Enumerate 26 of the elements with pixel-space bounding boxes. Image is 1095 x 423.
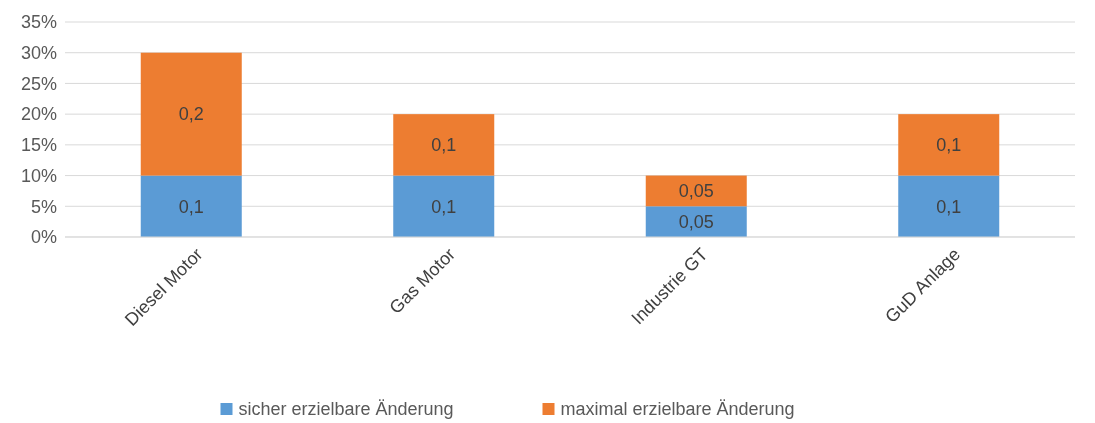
bar — [645, 175, 747, 207]
legend-label: sicher erzielbare Änderung — [238, 399, 454, 420]
data-label: 0,1 — [178, 196, 204, 217]
bar — [140, 175, 242, 237]
y-tick-label: 15% — [20, 135, 57, 156]
y-tick-label: 35% — [20, 12, 57, 33]
bar — [393, 175, 495, 237]
y-tick-label: 20% — [20, 104, 57, 125]
bar — [645, 206, 747, 237]
y-tick-label: 25% — [20, 73, 57, 94]
data-label: 0,1 — [431, 196, 457, 217]
bar — [140, 52, 242, 176]
bar — [898, 175, 1000, 237]
data-label: 0,05 — [678, 211, 714, 232]
y-tick-label: 10% — [20, 165, 57, 186]
legend-label: maximal erzielbare Änderung — [560, 399, 795, 420]
data-label: 0,05 — [678, 181, 714, 202]
bar — [898, 114, 1000, 176]
y-tick-label: 5% — [30, 196, 57, 217]
data-label: 0,2 — [178, 104, 204, 125]
y-tick-label: 30% — [20, 43, 57, 64]
y-tick-label: 0% — [30, 227, 57, 248]
data-label: 0,1 — [936, 135, 962, 156]
bar — [393, 114, 495, 176]
data-label: 0,1 — [431, 135, 457, 156]
data-label: 0,1 — [936, 196, 962, 217]
